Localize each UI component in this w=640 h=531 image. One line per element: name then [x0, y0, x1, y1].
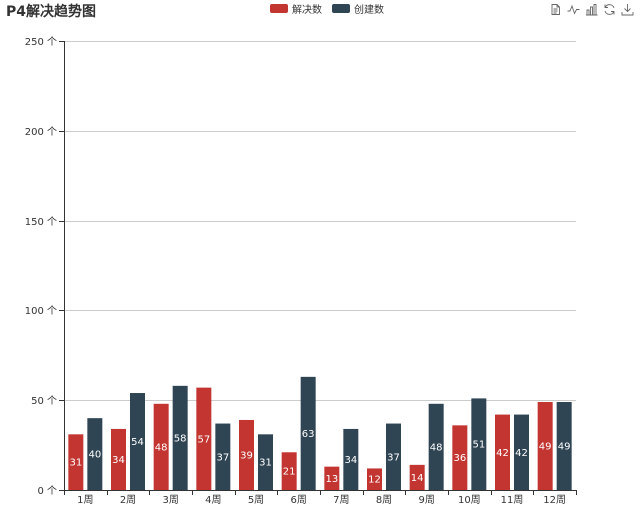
bar[interactable]: [172, 385, 188, 490]
legend-item-created[interactable]: 创建数: [332, 1, 384, 16]
y-tick-label: 200 个: [25, 126, 57, 138]
x-tick-label: 1周: [77, 494, 93, 506]
restore-icon[interactable]: [603, 3, 616, 16]
data-labels: 31 34 48 57 39 21 13 12 14 36 42 49 40 54 58 37 31 63 34 37…: [69, 429, 570, 486]
x-tick-label: 2周: [120, 494, 136, 506]
x-tick-label: 3周: [162, 494, 178, 506]
bar-value-label: 31: [69, 458, 82, 469]
bar[interactable]: [281, 452, 297, 490]
line-chart-icon[interactable]: [567, 3, 580, 16]
bar-value-label: 57: [197, 434, 210, 445]
bar-value-label: 49: [558, 441, 571, 452]
bar[interactable]: [343, 428, 359, 490]
x-tick-label: 6周: [290, 494, 306, 506]
bar-value-label: 49: [539, 441, 552, 452]
bar[interactable]: [537, 401, 553, 490]
bar-value-label: 48: [430, 442, 443, 453]
bar[interactable]: [111, 428, 126, 490]
bar-value-label: 37: [387, 452, 400, 463]
bar[interactable]: [215, 423, 231, 490]
bar[interactable]: [258, 434, 273, 490]
bar-value-label: 48: [155, 442, 168, 453]
x-tick-label: 5周: [248, 494, 264, 506]
x-tick-label: 12周: [543, 494, 566, 506]
bar-value-label: 63: [302, 429, 315, 440]
y-tick-label: 50 个: [31, 395, 57, 407]
y-tick-label: 150 个: [25, 216, 57, 228]
bar[interactable]: [495, 414, 510, 490]
bar[interactable]: [556, 401, 572, 490]
bar-value-label: 13: [325, 474, 338, 485]
bar[interactable]: [471, 398, 487, 490]
bar-value-label: 51: [472, 440, 485, 451]
y-tick-label: 0 个: [37, 485, 57, 497]
y-tick-label: 250 个: [25, 36, 57, 48]
bar[interactable]: [300, 376, 316, 490]
bar[interactable]: [386, 423, 401, 490]
chart-title: P4解决趋势图: [6, 4, 97, 20]
legend-swatch-resolved: [270, 4, 288, 13]
data-view-icon[interactable]: [549, 3, 562, 16]
bar-value-label: 12: [368, 475, 381, 486]
bar-value-label: 37: [216, 452, 229, 463]
bar[interactable]: [153, 403, 169, 490]
toolbox: [549, 3, 634, 16]
x-tick-label: 4周: [205, 494, 221, 506]
bar-value-label: 42: [496, 448, 509, 459]
bar-value-label: 14: [411, 473, 424, 484]
bar[interactable]: [452, 425, 468, 490]
bar[interactable]: [68, 434, 84, 490]
bar[interactable]: [196, 387, 212, 490]
bar[interactable]: [324, 466, 340, 490]
bar-value-label: 21: [283, 467, 296, 478]
bar[interactable]: [87, 418, 103, 490]
bar-value-label: 34: [112, 455, 125, 466]
bar-value-label: 42: [515, 448, 528, 459]
x-tick-label: 7周: [333, 494, 349, 506]
x-tick-label: 10周: [458, 494, 481, 506]
legend-item-resolved[interactable]: 解决数: [270, 1, 322, 16]
bar-value-label: 36: [453, 453, 466, 464]
bar[interactable]: [514, 414, 529, 490]
bar-value-label: 58: [174, 433, 187, 444]
y-tick-label: 100 个: [25, 305, 57, 317]
bar-value-label: 39: [240, 450, 253, 461]
bar-value-label: 54: [131, 437, 144, 448]
bar-value-label: 34: [344, 455, 357, 466]
bar[interactable]: [428, 403, 444, 490]
y-axis-ticks: 0 个 50 个 100 个 150 个 200 个 250 个: [25, 36, 64, 497]
legend: 解决数 创建数: [270, 1, 384, 16]
download-icon[interactable]: [621, 3, 634, 16]
bar[interactable]: [409, 464, 425, 490]
x-tick-label: 8周: [376, 494, 392, 506]
x-axis-ticks: 1周 2周 3周 4周 5周 6周 7周 8周 9周 10周 11周 12周: [64, 490, 577, 506]
legend-swatch-created: [332, 4, 350, 13]
legend-label-created: 创建数: [354, 5, 384, 16]
bars: [68, 376, 572, 490]
bar[interactable]: [239, 419, 254, 490]
x-tick-label: 9周: [418, 494, 434, 506]
bar-chart-icon[interactable]: [585, 3, 598, 16]
x-tick-label: 11周: [501, 494, 524, 506]
bar-value-label: 31: [259, 458, 272, 469]
legend-label-resolved: 解决数: [292, 5, 322, 16]
bar[interactable]: [367, 468, 382, 490]
bar[interactable]: [130, 393, 145, 490]
bar-value-label: 40: [88, 450, 101, 461]
gridlines: [64, 41, 576, 401]
